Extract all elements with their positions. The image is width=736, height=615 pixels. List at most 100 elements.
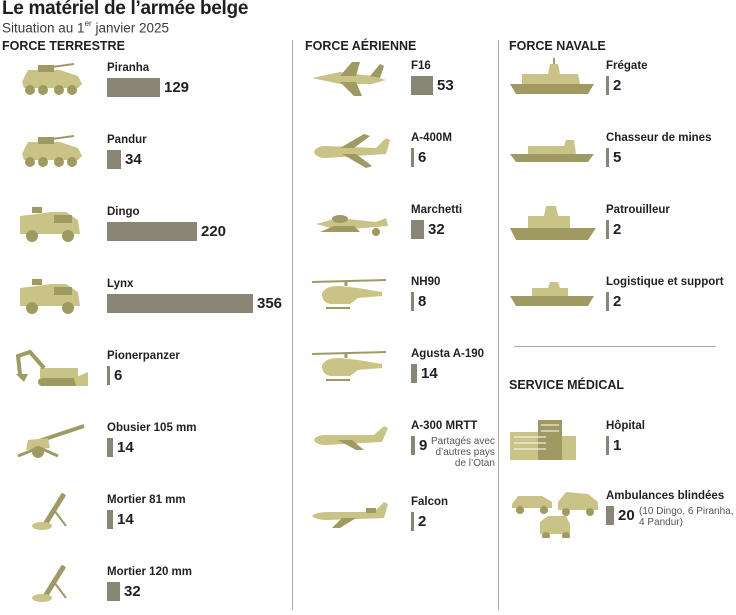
ambulance-group-icon <box>512 492 598 538</box>
value-a-300-mrtt: 9 <box>419 437 428 454</box>
item-label-lynx: Lynx <box>107 278 134 290</box>
value-marchetti: 32 <box>428 221 445 238</box>
bar-patrouilleur <box>606 220 609 239</box>
value-logistique-et-support: 2 <box>613 293 622 310</box>
bar-a-300-mrtt <box>411 436 415 455</box>
note-line: d’autres pays <box>435 447 495 458</box>
mortar-icon <box>32 564 67 602</box>
item-label-logistique-et-support: Logistique et support <box>606 276 724 288</box>
wheeled-apc-icon <box>22 63 82 95</box>
airliner-icon <box>314 426 388 450</box>
value-patrouilleur: 2 <box>613 221 622 238</box>
value-hopital: 1 <box>613 437 622 454</box>
value-agusta-a-190: 14 <box>421 365 438 382</box>
armored-truck-icon <box>20 207 80 242</box>
excavator-icon <box>15 349 88 386</box>
bar-obusier-105-mm <box>107 438 113 457</box>
column-divider <box>292 40 293 610</box>
hospital-icon <box>510 420 576 460</box>
patrol-ship-icon <box>510 206 596 240</box>
value-mortier-120-mm: 32 <box>124 583 141 600</box>
bar-nh90 <box>411 292 414 311</box>
value-f16: 53 <box>437 77 454 94</box>
item-label-a-400m: A-400M <box>411 132 452 144</box>
bar-hopital <box>606 436 609 455</box>
note-line: Partagés avec <box>431 436 495 447</box>
bar-a-400m <box>411 148 414 167</box>
value-obusier-105-mm: 14 <box>117 439 134 456</box>
wheeled-apc-icon <box>22 135 82 167</box>
value-fregate: 2 <box>613 77 622 94</box>
value-piranha: 129 <box>164 79 190 96</box>
bar-mortier-81-mm <box>107 510 113 529</box>
item-label-obusier-105-mm: Obusier 105 mm <box>107 422 197 434</box>
page-title: Le matériel de l’armée belge <box>2 0 249 19</box>
item-label-ambulances-blindees: Ambulances blindées <box>606 490 725 502</box>
item-label-dingo: Dingo <box>107 206 140 218</box>
section-title-terrestre: FORCE TERRESTRE <box>2 39 125 53</box>
item-label-fregate: Frégate <box>606 60 648 72</box>
fighter-jet-icon <box>312 62 386 96</box>
page-subtitle: Situation au 1er janvier 2025 <box>2 19 169 36</box>
helicopter-icon <box>311 351 387 381</box>
section-title-aerienne: FORCE AÉRIENNE <box>305 39 417 53</box>
item-label-falcon: Falcon <box>411 496 449 508</box>
mortar-icon <box>32 492 67 530</box>
value-dingo: 220 <box>201 223 227 240</box>
item-label-marchetti: Marchetti <box>411 204 463 216</box>
support-ship-icon <box>510 282 594 306</box>
armored-truck-icon <box>20 279 80 314</box>
bar-logistique-et-support <box>606 292 609 311</box>
bar-lynx <box>107 294 253 313</box>
bar-pionerpanzer <box>107 366 110 385</box>
howitzer-icon <box>17 424 85 458</box>
bar-fregate <box>606 76 609 95</box>
minehunter-icon <box>510 140 594 162</box>
item-label-nh90: NH90 <box>411 276 441 288</box>
item-label-mortier-81-mm: Mortier 81 mm <box>107 494 186 506</box>
bar-piranha <box>107 78 160 97</box>
item-label-piranha: Piranha <box>107 62 150 74</box>
value-mortier-81-mm: 14 <box>117 511 134 528</box>
note-ambulances-blindees: (10 Dingo, 6 Piranha, 4 Pandur) <box>639 506 734 528</box>
bar-dingo <box>107 222 197 241</box>
bar-mortier-120-mm <box>107 582 120 601</box>
trainer-plane-icon <box>316 215 388 236</box>
section-divider <box>514 346 716 347</box>
value-ambulances-blindees: 20 <box>618 507 635 524</box>
business-jet-icon <box>312 502 388 528</box>
bar-ambulances-blindees <box>606 506 614 525</box>
note-line: (10 Dingo, 6 Piranha, <box>639 506 734 517</box>
value-chasseur-de-mines: 5 <box>613 149 622 166</box>
item-label-chasseur-de-mines: Chasseur de mines <box>606 132 712 144</box>
value-pionerpanzer: 6 <box>114 367 123 384</box>
bar-pandur <box>107 150 121 169</box>
note-line: de l’Otan <box>454 458 495 469</box>
value-nh90: 8 <box>418 293 427 310</box>
item-label-f16: F16 <box>411 60 431 72</box>
note-a-300-mrtt: Partagés avec d’autres pays de l’Otan <box>431 436 495 469</box>
helicopter-icon <box>311 279 387 309</box>
item-label-a-300-mrtt: A-300 MRTT <box>411 420 478 432</box>
bar-agusta-a-190 <box>411 364 417 383</box>
item-label-pandur: Pandur <box>107 134 147 146</box>
value-falcon: 2 <box>418 513 427 530</box>
item-label-mortier-120-mm: Mortier 120 mm <box>107 566 193 578</box>
value-a-400m: 6 <box>418 149 427 166</box>
value-pandur: 34 <box>125 151 142 168</box>
section-title-navale: FORCE NAVALE <box>509 39 606 53</box>
bar-f16 <box>411 76 433 95</box>
item-label-agusta-a-190: Agusta A-190 <box>411 348 485 360</box>
item-label-hopital: Hôpital <box>606 420 645 432</box>
item-label-patrouilleur: Patrouilleur <box>606 204 670 216</box>
note-line: 4 Pandur) <box>639 517 683 528</box>
bar-chasseur-de-mines <box>606 148 609 167</box>
section-title-medical: SERVICE MÉDICAL <box>509 378 625 392</box>
column-divider <box>498 40 499 610</box>
item-label-pionerpanzer: Pionerpanzer <box>107 350 180 362</box>
frigate-icon <box>510 58 594 94</box>
cargo-plane-icon <box>314 134 390 168</box>
value-lynx: 356 <box>257 295 283 312</box>
bar-marchetti <box>411 220 424 239</box>
bar-falcon <box>411 512 414 531</box>
